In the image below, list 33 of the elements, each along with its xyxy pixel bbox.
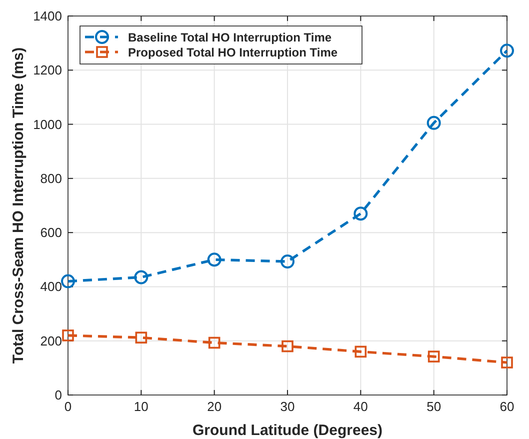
- y-axis-title: Total Cross-Seam HO Interruption Time (ms): [10, 47, 27, 364]
- y-tick-label: 1000: [33, 116, 62, 132]
- x-axis-title: Ground Latitude (Degrees): [192, 422, 383, 439]
- point: [282, 340, 294, 352]
- y-tick-label: 200: [40, 333, 62, 348]
- point: [135, 332, 148, 344]
- point: [207, 252, 222, 267]
- x-tick-label: 60: [500, 399, 514, 414]
- y-tick-label: 800: [40, 170, 62, 186]
- point: [280, 254, 294, 269]
- y-tick-label: 600: [40, 225, 62, 240]
- point: [208, 336, 220, 349]
- x-tick-label: 20: [207, 399, 222, 414]
- point: [354, 346, 367, 358]
- point: [501, 356, 513, 368]
- x-tick-label: 50: [426, 399, 442, 414]
- point: [428, 350, 440, 362]
- x-tick-label: 0: [64, 399, 72, 414]
- y-tick-label: 1200: [33, 62, 62, 78]
- point: [62, 330, 74, 342]
- point: [500, 44, 514, 58]
- point: [354, 206, 368, 221]
- point: [134, 270, 148, 284]
- point: [426, 116, 441, 130]
- point: [61, 274, 75, 288]
- legend-label: Proposed Total HO Interruption Time: [128, 46, 338, 60]
- y-tick-label: 0: [54, 388, 62, 402]
- legend-label: Baseline Total HO Interruption Time: [128, 30, 332, 44]
- x-tick-label: 40: [353, 399, 368, 414]
- x-tick-label: 10: [134, 399, 148, 414]
- y-tick-label: 400: [40, 279, 62, 294]
- y-tick-label: 1400: [33, 8, 62, 24]
- x-tick-label: 30: [280, 399, 295, 414]
